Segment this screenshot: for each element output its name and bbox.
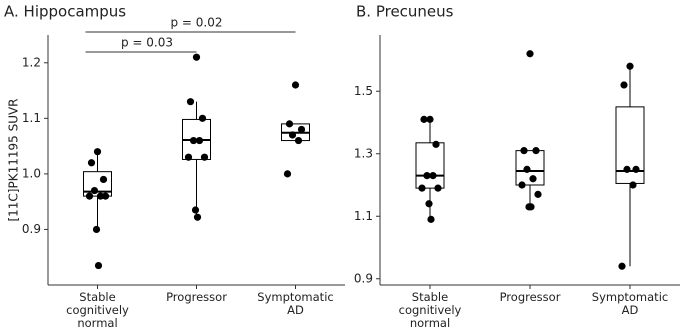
point xyxy=(434,184,442,192)
panel-title: B. Precuneus xyxy=(356,3,454,21)
point xyxy=(288,131,297,139)
x-tick-label: Stable cognitively normal xyxy=(398,290,462,328)
x-tick-label: Symptomatic AD xyxy=(257,290,334,317)
point xyxy=(186,98,195,106)
point xyxy=(85,192,94,200)
point xyxy=(623,165,631,173)
annotation: p = 0.02 xyxy=(170,16,222,30)
y-tick-label: 1.3 xyxy=(354,146,373,160)
y-tick-label: 1.5 xyxy=(354,84,373,98)
point xyxy=(192,53,201,61)
y-tick-label: 1.2 xyxy=(22,55,41,69)
annotation: p = 0.03 xyxy=(121,36,173,50)
point xyxy=(283,170,292,178)
point xyxy=(418,184,426,192)
y-tick-label: 0.9 xyxy=(354,271,373,285)
point xyxy=(423,172,431,180)
point xyxy=(294,136,303,145)
panel-title: A. Hippocampus xyxy=(4,3,126,21)
point xyxy=(620,81,628,89)
point xyxy=(429,172,437,180)
y-tick-label: 1.1 xyxy=(354,209,373,223)
point xyxy=(629,181,637,189)
point xyxy=(101,192,110,200)
box xyxy=(415,142,445,189)
point xyxy=(96,192,105,200)
point xyxy=(193,213,202,221)
point xyxy=(632,165,640,173)
point xyxy=(93,148,102,156)
point xyxy=(425,200,433,208)
point xyxy=(432,140,440,148)
box xyxy=(615,106,645,184)
point xyxy=(195,136,204,145)
y-axis-label: [11C]PK11195 SUVR xyxy=(7,98,21,221)
point xyxy=(618,262,626,270)
point xyxy=(90,186,99,195)
point xyxy=(291,81,300,89)
point xyxy=(189,136,198,145)
point xyxy=(198,114,207,122)
point xyxy=(184,153,193,161)
y-tick-label: 1.1 xyxy=(22,111,41,125)
point xyxy=(534,190,542,198)
point xyxy=(532,147,540,155)
y-tick-label: 1.0 xyxy=(22,166,41,180)
x-tick-label: Progressor xyxy=(499,290,561,304)
point xyxy=(200,153,209,161)
point xyxy=(526,50,534,58)
point xyxy=(94,261,103,270)
point xyxy=(297,125,306,134)
point xyxy=(285,120,294,128)
x-tick-label: Symptomatic AD xyxy=(591,290,669,317)
point xyxy=(427,215,435,223)
point xyxy=(518,181,526,189)
point xyxy=(523,165,531,173)
point xyxy=(87,159,96,167)
x-tick-label: Stable cognitively normal xyxy=(66,290,129,328)
point xyxy=(529,175,537,183)
point xyxy=(191,206,200,214)
point xyxy=(92,225,101,234)
y-tick-label: 0.9 xyxy=(22,222,41,236)
point xyxy=(420,115,428,123)
x-tick-label: Progressor xyxy=(166,290,227,304)
point xyxy=(527,203,535,211)
point xyxy=(520,147,528,155)
point xyxy=(99,175,108,184)
point xyxy=(426,115,434,123)
point xyxy=(626,62,634,70)
